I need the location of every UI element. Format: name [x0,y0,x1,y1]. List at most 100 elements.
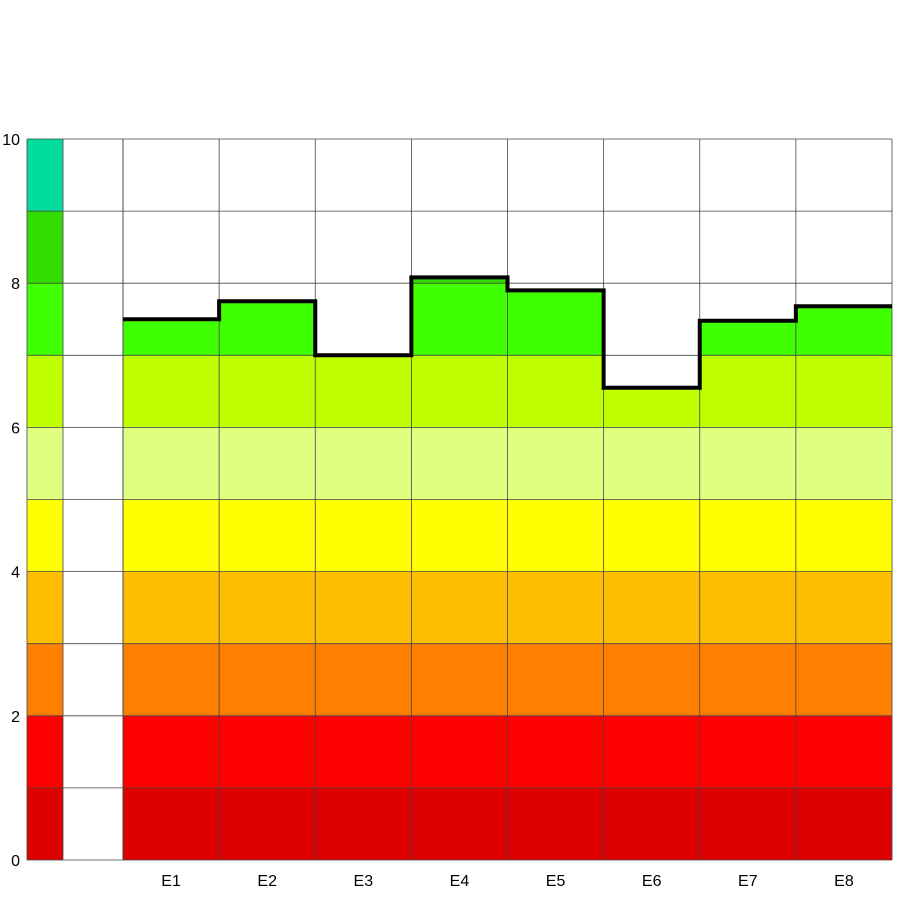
bar-segment [795,427,892,500]
bar-segment [411,283,508,356]
bar-segment [219,427,316,500]
bar-segment [315,787,412,860]
legend-band-1 [27,787,63,860]
outline-layer [123,275,892,390]
bar-segment [219,571,316,644]
bar-E3 [315,355,412,860]
bar-segment [315,499,412,572]
bar-segment [219,715,316,788]
bar-segment [411,427,508,500]
x-tick-label: E6 [642,873,662,890]
y-axis-ticks: 0 2 4 6 8 10 [2,132,20,870]
bar-segment [699,355,796,428]
y-tick-label: 0 [11,853,20,870]
bar-E2 [219,301,316,860]
y-tick-label: 2 [11,709,20,726]
bar-E5 [507,290,604,860]
legend-band-4 [27,571,63,644]
x-tick-label: E2 [257,873,277,890]
bar-segment [507,499,604,572]
bar-segment [699,571,796,644]
bar-segment [507,355,604,428]
x-axis-ticks: E1 E2 E3 E4 E5 E6 E7 E8 [161,873,854,890]
bar-segment [123,427,220,500]
bar-segment [603,787,700,860]
bar-segment [699,499,796,572]
y-tick-label: 10 [2,132,20,149]
bar-segment [123,319,220,356]
legend-band-7 [27,355,63,428]
y-tick-label: 8 [11,276,20,293]
bar-segment [603,499,700,572]
bar-segment [123,499,220,572]
bar-segment [507,643,604,716]
bar-segment [603,387,700,428]
bar-segment [411,499,508,572]
bar-segment [795,571,892,644]
bar-segment [411,571,508,644]
y-tick-label: 4 [11,565,20,582]
x-tick-label: E8 [834,873,854,890]
bar-segment [699,427,796,500]
bar-segment [123,355,220,428]
bar-segment [795,787,892,860]
bar-E1 [123,319,220,860]
bar-segment [507,290,604,356]
x-tick-label: E3 [354,873,374,890]
bar-segment [219,499,316,572]
x-tick-label: E5 [546,873,566,890]
bar-segment [219,787,316,860]
bar-segment [411,277,508,284]
color-scale-legend [27,139,63,860]
y-tick-label: 6 [11,420,20,437]
x-tick-label: E1 [161,873,181,890]
bar-segment [123,715,220,788]
legend-band-6 [27,427,63,500]
bar-segment [315,643,412,716]
legend-band-5 [27,499,63,572]
bar-segment [315,571,412,644]
legend-band-10 [27,139,63,212]
bar-segment [411,643,508,716]
bar-segment [219,355,316,428]
bar-segment [123,571,220,644]
bar-segment [507,571,604,644]
x-tick-label: E4 [450,873,470,890]
legend-band-3 [27,643,63,716]
bar-segment [699,715,796,788]
bar-segment [411,355,508,428]
bar-E6 [603,387,700,860]
bar-E8 [795,306,892,860]
bar-segment [603,715,700,788]
bar-E7 [699,320,796,860]
bar-segment [603,571,700,644]
bar-segment [507,715,604,788]
bar-segment [507,787,604,860]
bar-segment [795,306,892,356]
bar-segment [795,643,892,716]
bar-segment [795,499,892,572]
bar-segment [123,787,220,860]
bar-segment [699,643,796,716]
bar-segment [411,787,508,860]
bars-layer [123,277,892,860]
bar-segment [603,643,700,716]
grid-layer [26,138,893,861]
bar-E4 [411,277,508,860]
bar-segment [315,427,412,500]
bar-segment [315,715,412,788]
legend-band-8 [27,283,63,356]
bar-segment [219,301,316,356]
bar-segment [795,355,892,428]
bar-segment [699,787,796,860]
legend-band-9 [27,211,63,284]
x-tick-label: E7 [738,873,758,890]
bar-segment [795,715,892,788]
bar-segment [507,427,604,500]
bar-segment [699,320,796,356]
bar-segment [315,355,412,428]
bar-segment [123,643,220,716]
bar-segment [219,643,316,716]
bar-segment [411,715,508,788]
